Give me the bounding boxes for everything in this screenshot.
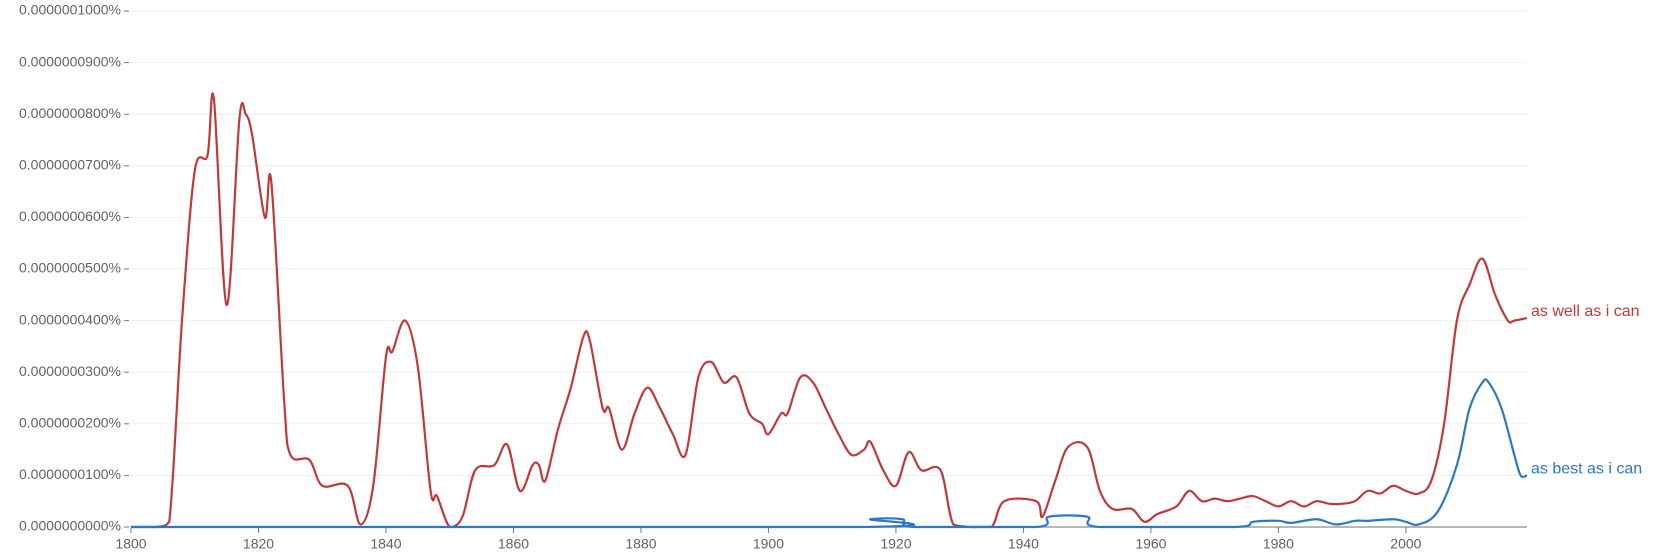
x-tick-label: 2000 [1390,536,1421,552]
y-tick-label: 0.0000000100% [19,466,121,482]
x-tick-label: 1860 [498,536,529,552]
y-tick-label: 0.0000000200% [19,415,121,431]
x-tick-label: 1980 [1263,536,1294,552]
x-tick-label: 1840 [370,536,401,552]
x-tick-label: 1820 [243,536,274,552]
y-tick-label: 0.0000000400% [19,311,121,327]
x-tick-label: 1900 [753,536,784,552]
y-tick-label: 0.0000000800% [19,105,121,121]
y-tick-label: 0.0000000300% [19,363,121,379]
x-tick-label: 1960 [1135,536,1166,552]
x-tick-label: 1800 [115,536,146,552]
legend-label: as best as i can [1531,461,1642,478]
x-tick-label: 1920 [880,536,911,552]
y-tick-label: 0.0000000600% [19,208,121,224]
x-tick-label: 1880 [625,536,656,552]
legend-label: as well as i can [1531,303,1640,320]
x-tick-label: 1940 [1008,536,1039,552]
y-tick-label: 0.0000000000% [19,518,121,534]
line [131,378,1528,529]
y-tick-label: 0.0000000900% [19,53,121,69]
line [131,92,1528,529]
y-tick-label: 0.0000001000% [19,2,121,18]
y-tick-label: 0.0000000700% [19,157,121,173]
y-tick-label: 0.0000000500% [19,260,121,276]
